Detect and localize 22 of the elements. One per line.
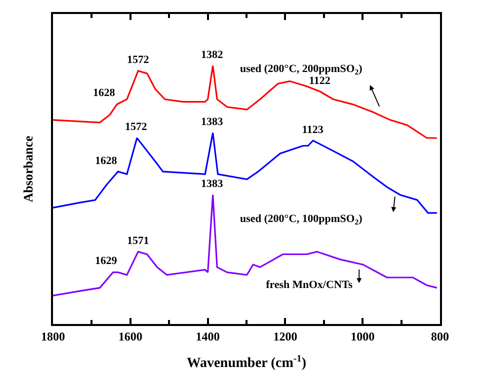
annotation: used (200°C, 100ppmSO$_{2}$) bbox=[240, 213, 363, 226]
annotation: fresh MnOx/CNTs bbox=[266, 279, 354, 291]
x-axis-title: Wavenumber (cm$^{-1}$) bbox=[186, 353, 307, 372]
x-tick-label: 1000 bbox=[350, 329, 375, 344]
annotation: 1572 bbox=[125, 121, 148, 133]
x-tick-label: 1800 bbox=[41, 329, 65, 344]
annotation: 1383 bbox=[201, 116, 224, 128]
y-axis-title: Absorbance bbox=[20, 136, 36, 202]
annotation: 1628 bbox=[95, 155, 118, 167]
annotation: 1123 bbox=[302, 124, 324, 136]
annotation: 1572 bbox=[127, 54, 150, 66]
annotation: 1571 bbox=[127, 235, 149, 247]
annotation: 1383 bbox=[201, 178, 224, 190]
x-tick-label: 1400 bbox=[196, 329, 220, 344]
annotation: 1122 bbox=[309, 75, 331, 87]
x-tick-label: 1200 bbox=[273, 329, 298, 344]
annotation: used (200°C, 200ppmSO$_{2}$) bbox=[240, 63, 363, 76]
annotation: 1629 bbox=[95, 255, 118, 267]
annotation: 1382 bbox=[201, 49, 224, 61]
annotation: 1628 bbox=[93, 87, 116, 99]
x-tick-label: 800 bbox=[431, 329, 449, 344]
x-tick-label: 1600 bbox=[118, 329, 142, 344]
